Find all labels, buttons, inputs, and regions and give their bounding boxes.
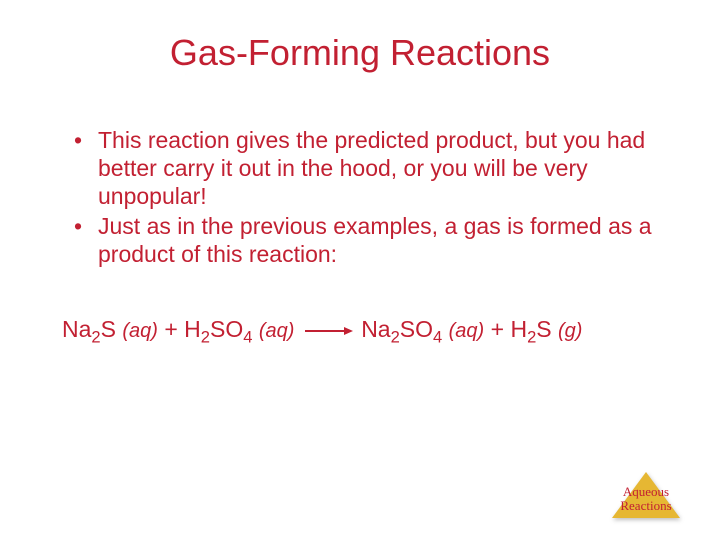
- bullet-text: This reaction gives the predicted produc…: [98, 127, 645, 209]
- product-1: Na2SO4 (aq): [361, 316, 484, 342]
- state-label: (aq): [449, 320, 485, 342]
- slide: Gas-Forming Reactions This reaction give…: [0, 0, 720, 540]
- footer-badge: Aqueous Reactions: [606, 472, 686, 518]
- reaction-equation: Na2S (aq) + H2SO4 (aq) Na2SO4 (aq) + H2S…: [56, 316, 664, 346]
- reactant-2: H2SO4 (aq): [184, 316, 294, 342]
- reactant-1: Na2S (aq): [62, 316, 158, 342]
- plus-sign: +: [164, 316, 184, 342]
- state-label: (aq): [259, 320, 295, 342]
- reaction-arrow-icon: [305, 316, 353, 343]
- bullet-list: This reaction gives the predicted produc…: [56, 126, 664, 268]
- product-2: H2S (g): [510, 316, 582, 342]
- bullet-item: Just as in the previous examples, a gas …: [74, 212, 664, 268]
- bullet-item: This reaction gives the predicted produc…: [74, 126, 664, 210]
- plus-sign: +: [491, 316, 511, 342]
- bullet-text: Just as in the previous examples, a gas …: [98, 213, 652, 267]
- state-label: (aq): [122, 320, 158, 342]
- state-label: (g): [558, 320, 582, 342]
- slide-title: Gas-Forming Reactions: [56, 32, 664, 74]
- badge-text: Aqueous Reactions: [606, 485, 686, 513]
